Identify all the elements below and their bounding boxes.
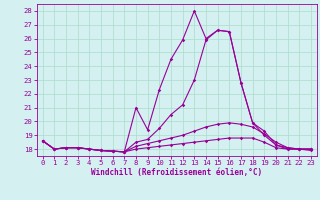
X-axis label: Windchill (Refroidissement éolien,°C): Windchill (Refroidissement éolien,°C): [91, 168, 262, 177]
